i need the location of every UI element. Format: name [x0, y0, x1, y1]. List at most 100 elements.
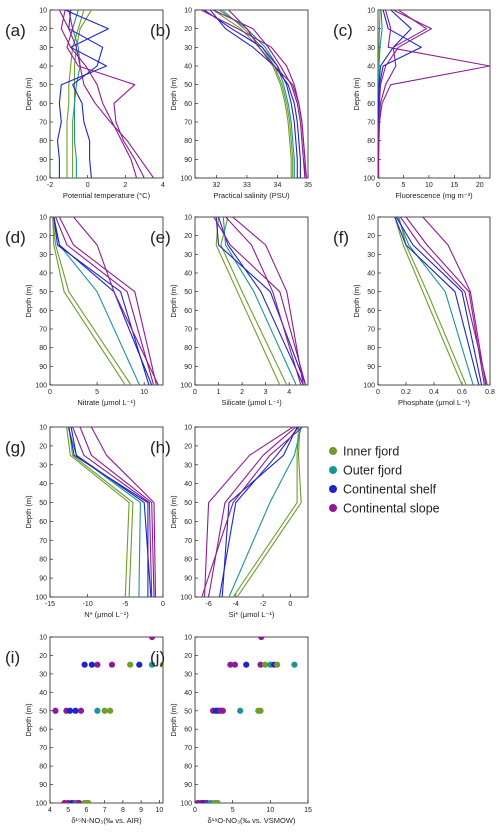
y-tick-label: 80 [39, 764, 47, 771]
data-point-continental-slope [219, 707, 226, 714]
axes-frame [49, 426, 164, 598]
x-tick-label: 15 [450, 182, 458, 189]
data-point-inner-fjord [257, 707, 264, 714]
axes-frame [49, 216, 164, 386]
y-tick-label: 60 [367, 308, 375, 315]
y-tick-label: 40 [39, 481, 47, 488]
y-tick-label: 10 [367, 215, 375, 222]
y-tick-label: 90 [184, 157, 192, 164]
x-tick-label: -2 [260, 601, 266, 608]
y-axis-label: Depth (m) [169, 703, 178, 737]
y-tick-label: 90 [39, 576, 47, 583]
data-point-continental-slope [52, 707, 59, 714]
data-point-continental-slope [77, 707, 85, 714]
y-axis-label: Depth (m) [352, 284, 361, 318]
y-tick-label: 10 [39, 8, 47, 15]
series-line-continental-slope [225, 217, 302, 385]
series-line-continental-slope [378, 10, 427, 178]
legend-label: Continental slope [343, 502, 440, 516]
panel-b: 10 20 30 40 50 60 70 80 90 100 32 33 34 35 Practical s… [150, 8, 312, 201]
x-axis-label: Potential temperature (°C) [63, 191, 151, 200]
y-tick-label: 10 [184, 8, 192, 15]
series-line-continental-slope [55, 217, 155, 385]
y-tick-label: 20 [39, 653, 47, 660]
x-tick-label: 0 [288, 601, 292, 608]
x-tick-label: 5 [231, 807, 235, 814]
series-line-continental-shelf [218, 427, 299, 597]
data-point-continental-shelf [72, 707, 79, 714]
y-tick-label: 60 [184, 519, 192, 526]
y-tick-label: 70 [184, 538, 192, 545]
x-axis-label: Nitrate (μmol L⁻¹) [77, 398, 136, 407]
y-tick-label: 80 [39, 138, 47, 145]
data-point-continental-slope [231, 661, 239, 668]
data-point-continental-slope [257, 661, 264, 668]
y-tick-label: 70 [39, 538, 47, 545]
series-line-continental-slope [201, 427, 303, 597]
series-line-continental-shelf [394, 217, 480, 385]
data-point-continental-slope [94, 661, 101, 668]
series-line-continental-slope [203, 427, 294, 597]
x-tick-label: 0 [48, 389, 52, 396]
axes-frame [194, 636, 309, 804]
panel-a: 10 20 30 40 50 60 70 80 90 100-2 0 2 4 Potential temp… [5, 8, 165, 201]
series-line-continental-slope [79, 427, 155, 597]
series-line-continental-shelf [209, 10, 301, 178]
data-point-continental-slope [258, 637, 265, 641]
x-tick-label: 10 [425, 182, 433, 189]
panel-g: 10 20 30 40 50 60 70 80 90 100-15 -10 -5 0 N* (μmol L… [5, 425, 165, 620]
legend-marker [329, 466, 337, 474]
panel-letter: (a) [5, 21, 26, 40]
series-line-outer-fjord [67, 427, 141, 597]
series-line-inner-fjord [394, 217, 463, 385]
y-tick-label: 50 [184, 708, 192, 715]
series-line-outer-fjord [397, 217, 474, 385]
panel-letter: (h) [150, 438, 171, 457]
x-tick-label: 2 [240, 389, 244, 396]
y-tick-label: 100 [35, 383, 47, 390]
y-tick-label: 60 [184, 727, 192, 734]
series-line-inner-fjord [72, 10, 92, 178]
x-tick-label: -5 [122, 601, 128, 608]
y-axis-label: Depth (m) [24, 495, 33, 529]
y-tick-label: 90 [367, 157, 375, 164]
y-tick-label: 50 [39, 82, 47, 89]
series-line-inner-fjord [52, 217, 126, 385]
x-tick-label: 35 [304, 182, 312, 189]
y-tick-label: 40 [39, 690, 47, 697]
y-tick-label: 30 [367, 45, 375, 52]
x-axis-label: Phosphate (μmol L⁻¹) [398, 398, 471, 407]
x-tick-label: 10 [155, 807, 163, 814]
y-tick-label: 70 [367, 327, 375, 334]
x-tick-label: 0.4 [429, 389, 439, 396]
y-axis-label: Depth (m) [24, 77, 33, 111]
x-axis-label: N* (μmol L⁻¹) [84, 610, 129, 619]
series-line-inner-fjord [212, 10, 292, 178]
series-line-continental-slope [213, 10, 306, 178]
x-tick-label: 9 [139, 807, 143, 814]
x-tick-label: 32 [212, 182, 220, 189]
plot-area [52, 217, 159, 385]
axes-frame [194, 426, 309, 598]
series-line-continental-slope [60, 10, 138, 178]
data-point-outer-fjord [94, 707, 101, 714]
series-line-outer-fjord [219, 10, 295, 178]
panel-letter: (b) [150, 21, 171, 40]
plot-area [200, 10, 308, 178]
x-tick-label: 5 [66, 807, 70, 814]
y-tick-label: 70 [367, 120, 375, 127]
series-line-continental-slope [228, 10, 308, 178]
series-line-continental-shelf [53, 217, 150, 385]
y-tick-label: 100 [180, 595, 192, 602]
legend-marker [329, 504, 337, 512]
legend: Inner fjord Outer fjord Continental shelf C… [329, 445, 440, 516]
legend-label: Outer fjord [343, 464, 402, 478]
panel-letter: (g) [5, 438, 26, 457]
x-tick-label: 20 [476, 182, 484, 189]
y-tick-label: 20 [39, 26, 47, 33]
y-tick-label: 30 [184, 45, 192, 52]
data-point-inner-fjord [159, 661, 163, 668]
